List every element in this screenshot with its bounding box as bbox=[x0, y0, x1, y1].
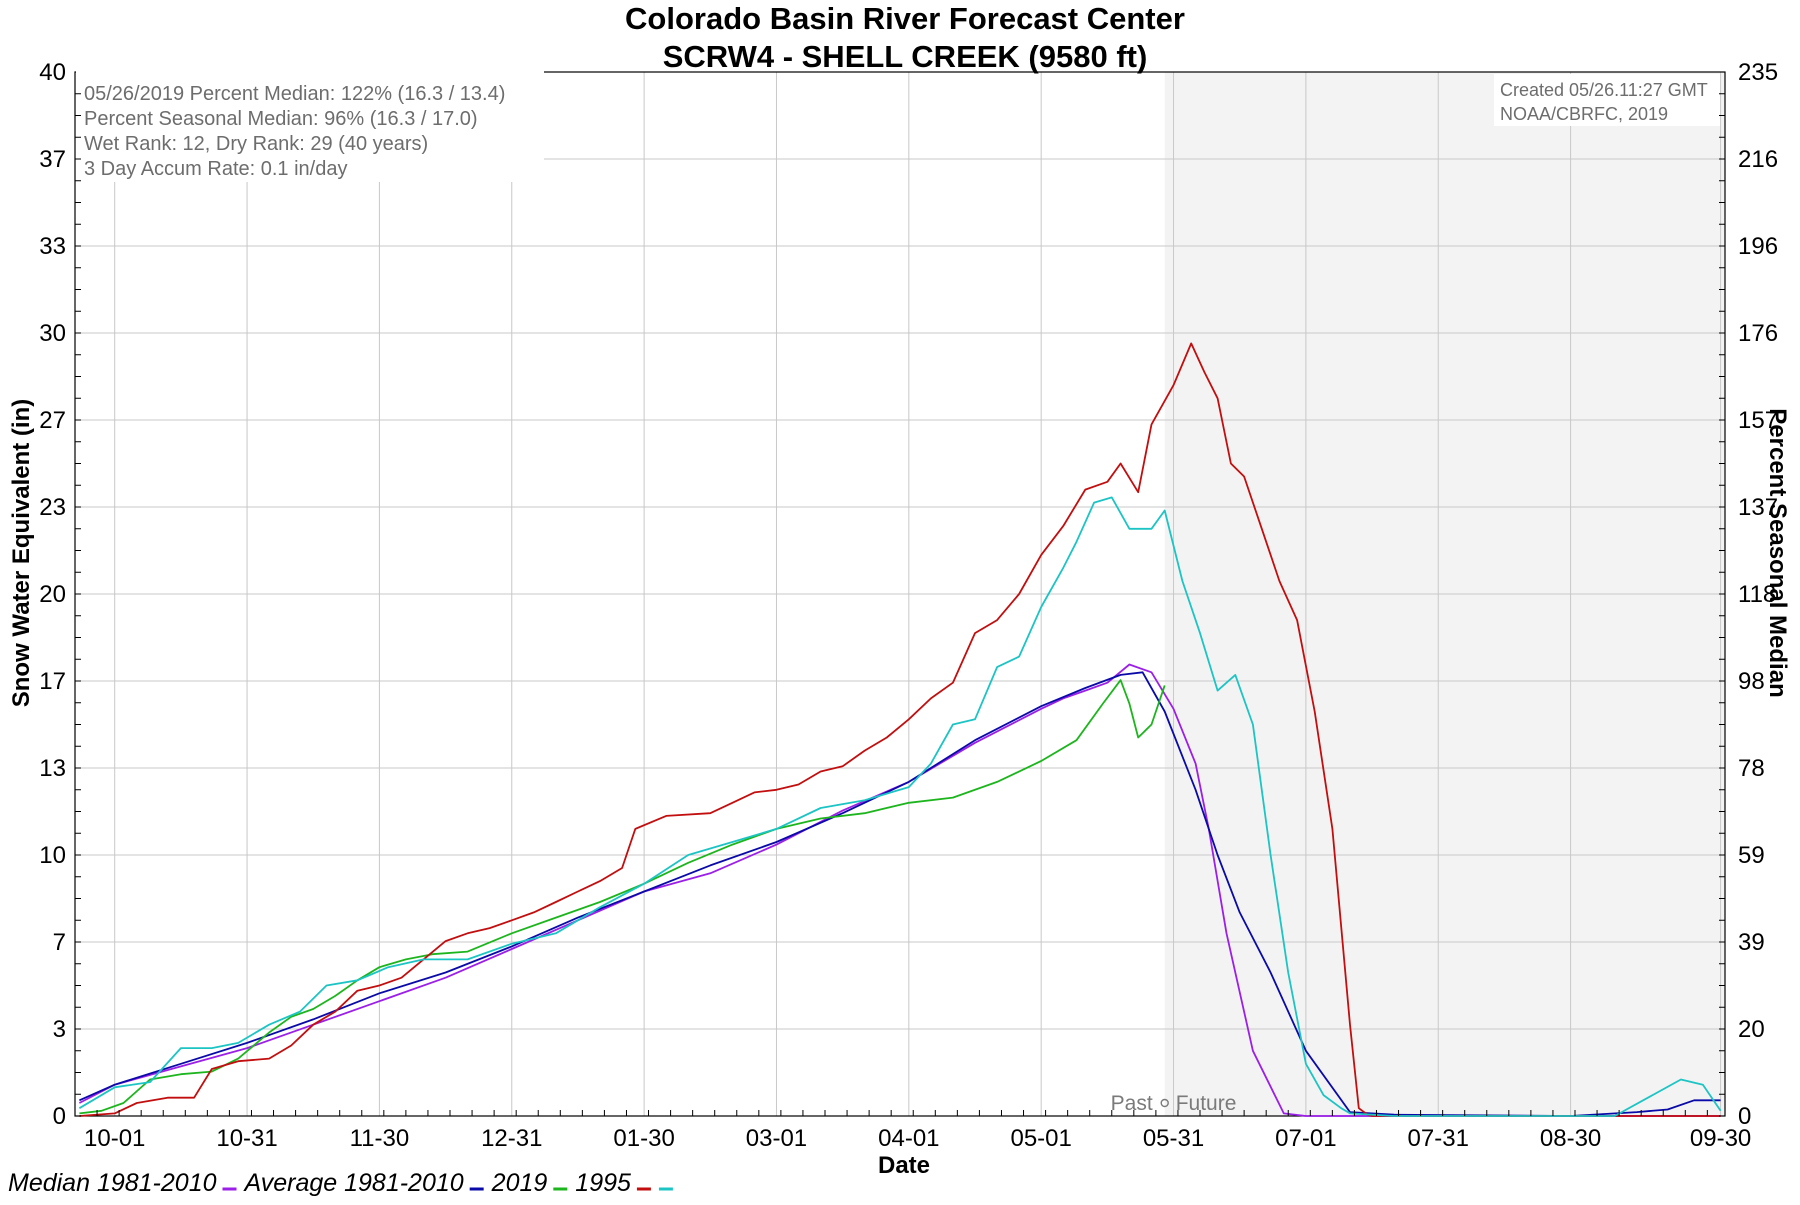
x-tick-label: 12-31 bbox=[481, 1125, 542, 1152]
x-tick-label: 09-30 bbox=[1690, 1125, 1751, 1152]
series-line-3 bbox=[79, 342, 1721, 1117]
x-tick-label: 11-30 bbox=[350, 1125, 410, 1152]
gridlines bbox=[75, 72, 1725, 1116]
x-tick-label: 07-31 bbox=[1408, 1125, 1469, 1152]
y-tick-label: 13 bbox=[39, 755, 66, 782]
y-tick-label: 33 bbox=[39, 233, 66, 260]
y2-tick-label: 98 bbox=[1738, 668, 1765, 695]
y-tick-label: 23 bbox=[39, 494, 66, 521]
info-line-percent-median: 05/26/2019 Percent Median: 122% (16.3 / … bbox=[84, 83, 505, 105]
x-tick-label: 05-31 bbox=[1143, 1125, 1204, 1152]
x-tick-label: 10-01 bbox=[84, 1125, 145, 1152]
legend-label-2: 2019 bbox=[491, 1169, 548, 1197]
x-tick-label: 05-01 bbox=[1010, 1125, 1071, 1152]
legend-label-1: Average 1981-2010 bbox=[243, 1169, 464, 1197]
future-label: Future bbox=[1176, 1092, 1237, 1115]
y-tick-label: 20 bbox=[39, 581, 66, 608]
x-tick-label: 07-01 bbox=[1275, 1125, 1336, 1152]
y-tick-label: 37 bbox=[39, 146, 66, 173]
y-tick-label: 10 bbox=[39, 842, 66, 869]
legend-label-3: 1995 bbox=[575, 1169, 631, 1197]
y-tick-label: 17 bbox=[39, 668, 66, 695]
past-future-marker-icon bbox=[1160, 1098, 1169, 1108]
x-axis-title: Date bbox=[878, 1152, 930, 1179]
axis-ticks: 0 0 3 20 7 39 10 59 13 78 17 98 20 118 23 137 27 157 30 176… bbox=[39, 59, 1778, 1152]
series-line-2 bbox=[79, 679, 1166, 1115]
y2-tick-label: 137 bbox=[1738, 494, 1778, 521]
y-tick-label: 30 bbox=[39, 320, 66, 347]
y2-tick-label: 0 bbox=[1738, 1103, 1751, 1130]
legend-label-0: Median 1981-2010 bbox=[8, 1169, 217, 1197]
info-line-accum-rate: 3 Day Accum Rate: 0.1 in/day bbox=[84, 158, 347, 180]
series-line-0 bbox=[78, 663, 1721, 1117]
series-line-4 bbox=[78, 496, 1722, 1117]
series-line-1 bbox=[79, 671, 1721, 1117]
x-tick-label: 04-01 bbox=[878, 1125, 939, 1152]
y2-tick-label: 157 bbox=[1738, 407, 1778, 434]
y2-tick-label: 20 bbox=[1738, 1016, 1765, 1043]
series-lines bbox=[78, 342, 1722, 1117]
y2-tick-label: 59 bbox=[1738, 842, 1765, 869]
info-line-seasonal-median: Percent Seasonal Median: 96% (16.3 / 17.… bbox=[84, 108, 478, 130]
chart-title: Colorado Basin River Forecast Center bbox=[625, 1, 1185, 36]
y2-tick-label: 118 bbox=[1738, 581, 1776, 608]
y-axis-title: Snow Water Equivalent (in) bbox=[8, 399, 35, 707]
y2-tick-label: 235 bbox=[1738, 59, 1778, 86]
x-tick-label: 01-30 bbox=[613, 1125, 674, 1152]
y2-tick-label: 216 bbox=[1738, 146, 1778, 173]
past-label: Past bbox=[1111, 1092, 1153, 1115]
info-line-rank: Wet Rank: 12, Dry Rank: 29 (40 years) bbox=[84, 133, 428, 155]
y-tick-label: 40 bbox=[39, 59, 66, 86]
created-timestamp: Created 05/26.11:27 GMT bbox=[1500, 80, 1708, 100]
y-tick-label: 27 bbox=[39, 407, 66, 434]
y2-tick-label: 78 bbox=[1738, 755, 1765, 782]
x-tick-label: 10-31 bbox=[216, 1125, 277, 1152]
y2-axis-title: Percent Seasonal Median bbox=[1764, 408, 1791, 697]
y-tick-label: 7 bbox=[53, 929, 66, 956]
y-tick-label: 0 bbox=[53, 1103, 66, 1130]
chart-subtitle: SCRW4 - SHELL CREEK (9580 ft) bbox=[663, 39, 1148, 74]
x-tick-label: 08-30 bbox=[1540, 1125, 1601, 1152]
created-box-background bbox=[1494, 74, 1720, 126]
y2-tick-label: 39 bbox=[1738, 929, 1765, 956]
y2-tick-label: 196 bbox=[1738, 233, 1778, 260]
y-tick-label: 3 bbox=[53, 1016, 66, 1043]
created-credit: NOAA/CBRFC, 2019 bbox=[1500, 104, 1668, 124]
y2-tick-label: 176 bbox=[1738, 320, 1778, 347]
legend: Median 1981-2010 Average 1981-2010 2019 199… bbox=[8, 1169, 673, 1197]
x-tick-label: 03-01 bbox=[746, 1125, 807, 1152]
info-box-background bbox=[76, 70, 544, 182]
